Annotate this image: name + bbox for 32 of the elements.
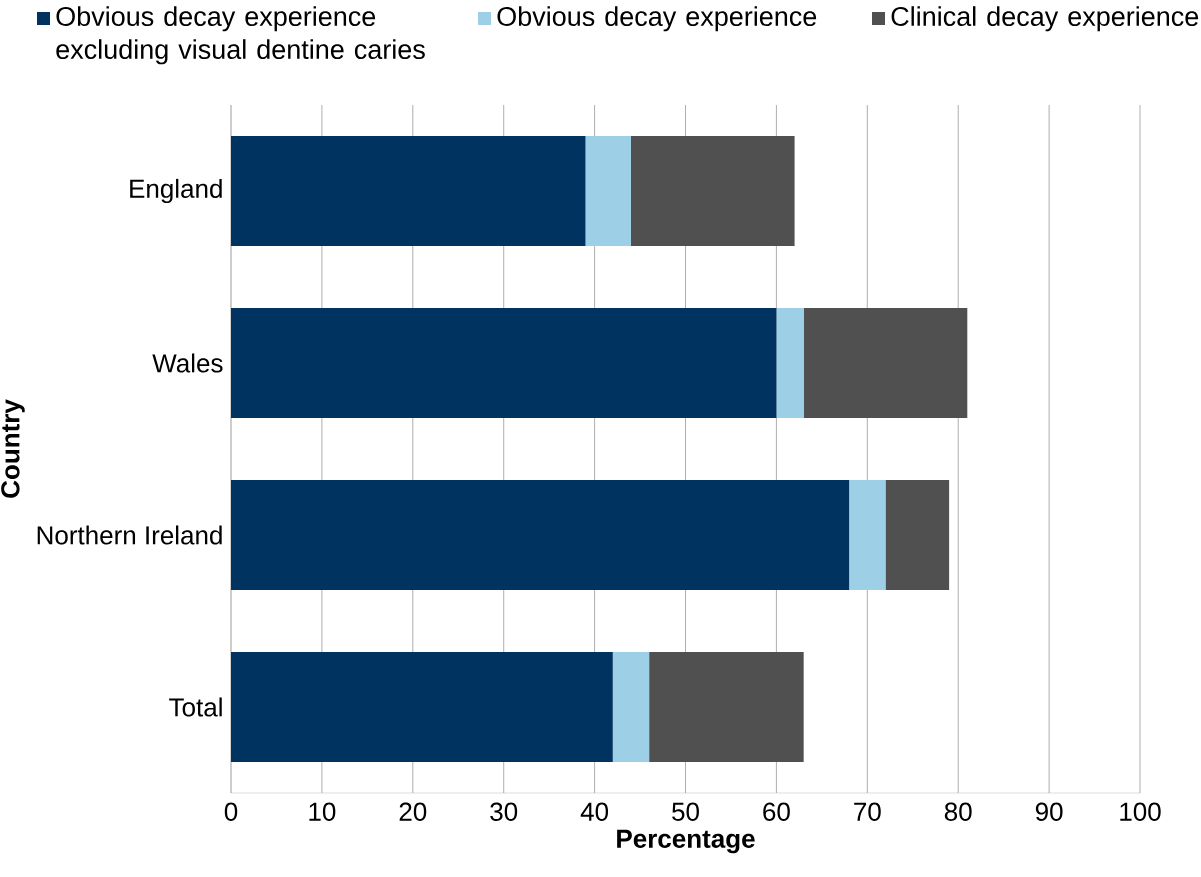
x-tick-label: 50 <box>672 802 699 821</box>
x-tick-label: 30 <box>490 802 518 821</box>
x-tick-label: 70 <box>854 802 881 821</box>
x-tick-label: 40 <box>580 802 609 821</box>
legend-label: Obvious decay experience <box>497 6 817 32</box>
bar <box>585 136 631 246</box>
x-tick-label: 100 <box>1120 802 1161 821</box>
bar <box>231 308 777 419</box>
bar <box>630 136 795 246</box>
y-tick-label: Northern Ireland <box>37 525 222 545</box>
bar <box>231 652 613 763</box>
x-tick-label: 20 <box>399 802 427 821</box>
bar <box>231 480 850 591</box>
bar <box>231 136 586 246</box>
x-tick-label: 90 <box>1035 802 1063 821</box>
x-axis-title: Percentage <box>617 829 755 854</box>
legend-label: Clinical decay experience <box>891 6 1199 32</box>
bar <box>649 652 804 763</box>
bar <box>885 480 950 591</box>
bar <box>612 652 650 763</box>
bar <box>803 308 968 419</box>
y-tick-label: Total <box>169 697 222 717</box>
bar <box>776 308 804 419</box>
y-tick-label: England <box>130 178 222 204</box>
y-axis-title: Country <box>1 399 25 498</box>
bar <box>849 480 886 591</box>
y-tick-label: Wales <box>152 353 223 373</box>
x-tick-label: 60 <box>763 802 790 821</box>
x-tick-label: 0 <box>224 802 238 821</box>
legend-label: Obvious decay experience excluding visual dentine caries <box>56 6 425 65</box>
x-tick-label: 10 <box>309 802 336 821</box>
x-tick-label: 80 <box>944 802 972 821</box>
